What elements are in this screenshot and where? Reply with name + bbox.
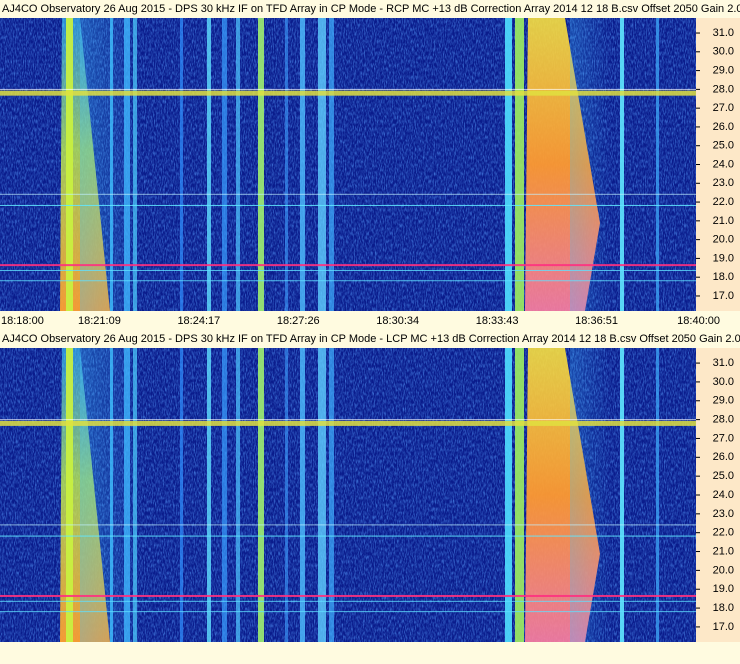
y-tick-label: 22.0 (713, 527, 734, 539)
x-tick-label: 18:30:34 (376, 315, 419, 327)
emission-stripe (222, 18, 227, 311)
y-tick-label: 25.0 (713, 140, 734, 152)
y-tick-label: 18.0 (713, 271, 734, 283)
y-tick-label: 24.0 (713, 489, 734, 501)
emission-stripe (318, 348, 326, 642)
interference-line (0, 611, 696, 613)
emission-stripe (133, 18, 137, 311)
y-tick-label: 31.0 (713, 27, 734, 39)
y-tick-label: 17.0 (713, 621, 734, 633)
emission-stripe (66, 18, 73, 311)
y-tick-label: 28.0 (713, 414, 734, 426)
interference-line (0, 264, 696, 267)
emission-stripe (329, 18, 334, 311)
emission-stripe (656, 348, 659, 642)
emission-stripe (110, 348, 113, 642)
interference-line (0, 419, 696, 421)
y-tick-label: 27.0 (713, 102, 734, 114)
x-tick-label: 18:33:43 (476, 315, 519, 327)
interference-line (0, 594, 696, 597)
interference-line (0, 535, 696, 537)
y-tick-label: 21.0 (713, 215, 734, 227)
y-tick-label: 23.0 (713, 177, 734, 189)
x-tick-label: 18:18:00 (1, 315, 44, 327)
emission-stripe (258, 18, 264, 311)
emission-stripe (285, 348, 288, 642)
y-tick-label: 26.0 (713, 121, 734, 133)
y-tick-label: 30.0 (713, 376, 734, 388)
emission-stripe (110, 18, 113, 311)
interference-line (0, 88, 696, 90)
chart-title: AJ4CO Observatory 26 Aug 2015 - DPS 30 k… (2, 3, 740, 15)
x-tick-label: 18:24:17 (177, 315, 220, 327)
y-tick-label: 24.0 (713, 158, 734, 170)
x-tick-label: 18:36:51 (575, 315, 618, 327)
bottom-strip (0, 642, 740, 664)
interference-line (0, 524, 696, 526)
y-tick-label: 31.0 (713, 357, 734, 369)
y-tick-label: 29.0 (713, 395, 734, 407)
emission-stripe (300, 18, 305, 311)
emission-stripe (207, 348, 211, 642)
emission-stripe (236, 348, 240, 642)
interference-line (0, 600, 696, 602)
axis-strip (696, 18, 740, 311)
emission-stripe (318, 18, 326, 311)
y-tick-label: 25.0 (713, 470, 734, 482)
y-tick-label: 20.0 (713, 234, 734, 246)
time-axis-strip (0, 311, 740, 330)
plot-area (0, 348, 696, 642)
burst-right-glow (570, 18, 610, 311)
x-tick-label: 18:21:09 (78, 315, 121, 327)
emission-stripe (222, 348, 227, 642)
axis-strip (696, 348, 740, 642)
interference-line (0, 269, 696, 271)
x-tick-label: 18:40:00 (677, 315, 720, 327)
emission-stripe (133, 348, 137, 642)
y-tick-label: 21.0 (713, 545, 734, 557)
emission-stripe (124, 348, 130, 642)
x-tick-label: 18:27:26 (277, 315, 320, 327)
interference-line (0, 204, 696, 206)
emission-stripe (285, 18, 288, 311)
y-tick-label: 23.0 (713, 508, 734, 520)
y-tick-label: 19.0 (713, 252, 734, 264)
interference-line (0, 193, 696, 195)
emission-stripe (66, 348, 73, 642)
emission-stripe (258, 348, 264, 642)
interference-line (0, 280, 696, 282)
y-tick-label: 22.0 (713, 196, 734, 208)
interference-line (0, 420, 696, 426)
y-tick-label: 30.0 (713, 46, 734, 58)
emission-stripe (124, 18, 130, 311)
emission-stripe (515, 18, 524, 311)
emission-stripe (620, 18, 624, 311)
emission-stripe (207, 18, 211, 311)
emission-stripe (300, 348, 305, 642)
plot-area (0, 18, 696, 311)
y-tick-label: 20.0 (713, 564, 734, 576)
emission-stripe (515, 348, 524, 642)
title-bar (0, 330, 740, 348)
y-tick-label: 18.0 (713, 602, 734, 614)
emission-stripe (656, 18, 659, 311)
y-tick-label: 19.0 (713, 583, 734, 595)
y-tick-label: 29.0 (713, 64, 734, 76)
y-tick-label: 17.0 (713, 290, 734, 302)
y-tick-label: 26.0 (713, 451, 734, 463)
emission-stripe (329, 348, 334, 642)
emission-stripe (620, 348, 624, 642)
title-bar (0, 0, 740, 18)
emission-stripe (505, 18, 512, 311)
emission-stripe (236, 18, 240, 311)
emission-stripe (180, 18, 183, 311)
burst-right-glow (570, 348, 610, 642)
interference-line (0, 90, 696, 96)
chart-title: AJ4CO Observatory 26 Aug 2015 - DPS 30 k… (2, 333, 740, 345)
emission-stripe (505, 348, 512, 642)
y-tick-label: 27.0 (713, 432, 734, 444)
y-tick-label: 28.0 (713, 83, 734, 95)
emission-stripe (180, 348, 183, 642)
